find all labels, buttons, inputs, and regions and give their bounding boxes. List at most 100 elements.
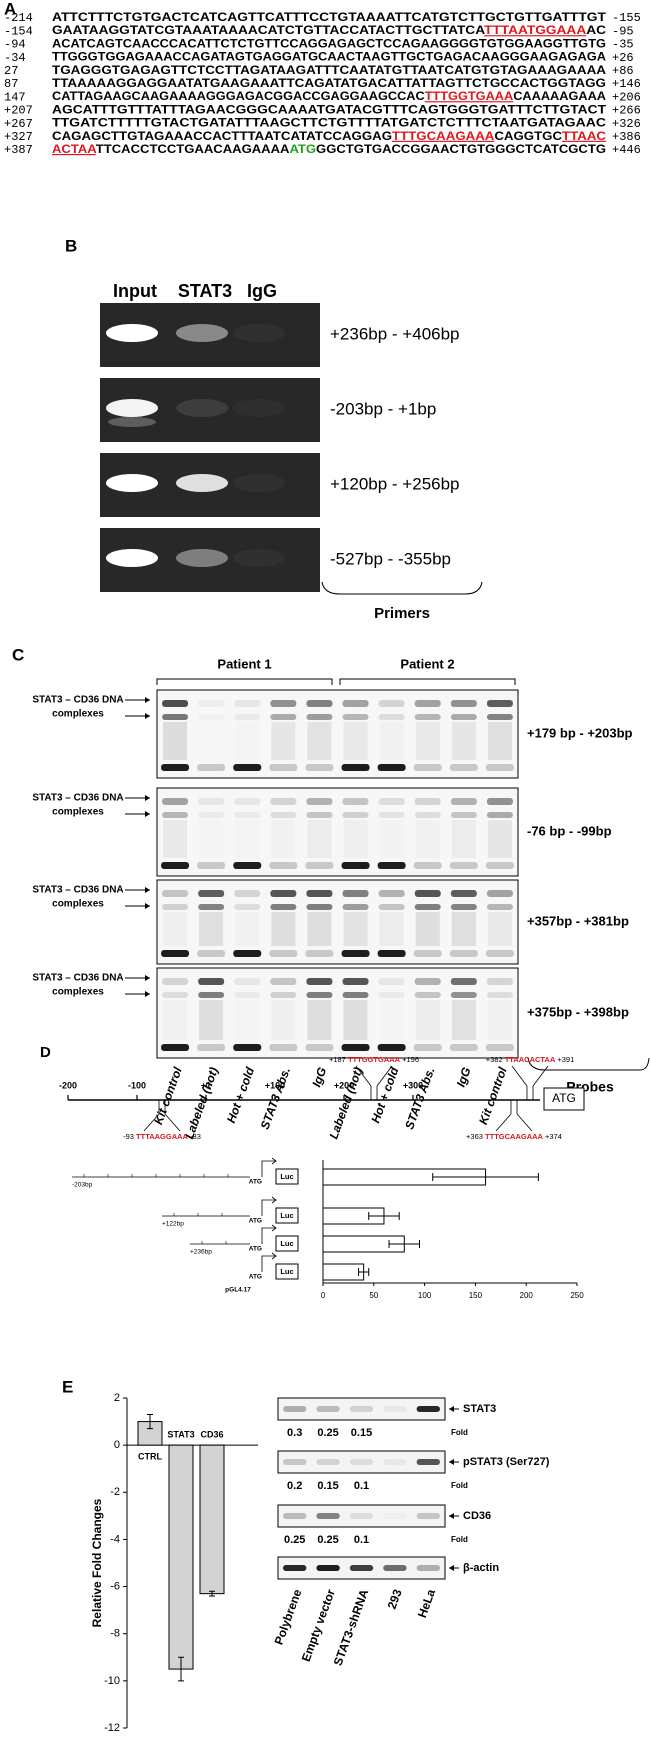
complex-band [270, 890, 297, 897]
complex-band [342, 978, 369, 985]
arrow-head [145, 713, 150, 719]
complex-label: complexes [52, 709, 104, 720]
arrow-head [449, 1406, 454, 1412]
position-start: 147 [4, 90, 26, 104]
position-start: -154 [4, 24, 33, 38]
blot [156, 787, 519, 877]
complex-band [234, 714, 261, 720]
atg-label: ATG [249, 1274, 262, 1281]
column-label: IgG [247, 281, 277, 301]
protein-band [316, 1406, 340, 1412]
sequence: TTAAAAAGGAGGAATATGAAGAAATTCAGATATGACATTA… [52, 78, 606, 90]
binding-motif: TTTGGTGAAA [425, 91, 514, 103]
bar [168, 1444, 194, 1670]
protein-band [383, 1565, 407, 1571]
sequence-segment: TTGGGTGGAGAAACCAGATAGTGAGGATGCAACTAAGTTG… [52, 52, 606, 64]
binding-motif: TTAAC [562, 131, 606, 143]
column-label: STAT3 [178, 281, 232, 301]
smear [343, 820, 368, 858]
lane-label: Hot + cold [368, 1065, 401, 1125]
complex-band [450, 812, 477, 818]
start-codon: ATG [289, 144, 316, 156]
map-tick-label: -200 [59, 1080, 77, 1090]
complex-band [414, 812, 441, 818]
position-start: -34 [4, 51, 26, 65]
sequence: TTGATCTTTTTGTACTGATATTTAAGCTTCTGTTTTATGA… [52, 118, 606, 130]
x-tick-label: 50 [369, 1291, 378, 1300]
fold-value: 0.25 [317, 1534, 338, 1546]
complex-band [486, 978, 513, 985]
band [233, 549, 285, 567]
site-start: +382 [486, 1055, 503, 1064]
free-probe [197, 764, 226, 771]
site-end: +391 [557, 1055, 574, 1064]
free-probe [269, 1044, 298, 1051]
position-start: -94 [4, 38, 26, 52]
position-end: +386 [612, 130, 641, 144]
band [176, 324, 228, 342]
position-end: -155 [612, 11, 641, 25]
position-start: 87 [4, 77, 18, 91]
site-label: -93 TTTAAGGAAA -83 [123, 1132, 201, 1141]
group-label: Patient 2 [400, 656, 454, 671]
arrow-head [145, 887, 150, 893]
error-bar [209, 1590, 215, 1597]
complex-band [306, 798, 333, 805]
smear [379, 912, 404, 946]
position-end: +206 [612, 90, 641, 104]
y-tick-label: -6 [110, 1580, 120, 1592]
complex-band [198, 904, 225, 910]
bracket-label: Primers [374, 605, 430, 622]
binding-motif: ACTAA [52, 144, 96, 156]
lane-label: 293 [385, 1587, 405, 1611]
complex-label: STAT3 – CD36 DNA [32, 793, 123, 804]
complex-band [342, 798, 369, 805]
category-label: CTRL [138, 1452, 162, 1462]
free-probe [449, 862, 478, 869]
smear [451, 722, 476, 760]
free-probe [197, 1044, 226, 1051]
category-label: STAT3 [167, 1430, 194, 1440]
free-probe [413, 1044, 442, 1051]
smear [271, 1000, 296, 1040]
x-tick-label: 0 [321, 1291, 326, 1300]
free-probe [233, 1044, 262, 1051]
protein-band [349, 1513, 374, 1519]
complex-band [234, 992, 261, 998]
construct-label: pGL4.17 [225, 1287, 251, 1294]
smear [235, 912, 259, 946]
reporter-label: Luc [280, 1172, 293, 1181]
complex-band [198, 978, 225, 985]
complex-band [198, 700, 225, 707]
complex-band [342, 700, 369, 707]
complex-band [270, 798, 297, 805]
free-probe [233, 950, 262, 957]
complex-band [306, 700, 333, 707]
protein-band [349, 1565, 374, 1571]
free-probe [197, 862, 226, 869]
probe-label: +357bp - +381bp [527, 913, 629, 928]
site-motif: TTTAAGGAAA [136, 1132, 189, 1141]
fold-value: 0.1 [354, 1534, 369, 1546]
promoter-arrow [261, 1196, 277, 1216]
free-probe [377, 764, 406, 771]
smear [199, 912, 224, 946]
arrow-head [449, 1565, 454, 1571]
complex-band [306, 812, 333, 818]
arrow-head [145, 697, 150, 703]
smear [451, 1000, 476, 1040]
complex-band [162, 890, 189, 897]
band [176, 549, 228, 567]
complex-band [378, 992, 405, 998]
complex-band [414, 992, 441, 998]
primer-label: -203bp - +1bp [330, 399, 436, 418]
lane-label: Hot + cold [224, 1065, 257, 1125]
fold-value: 0.25 [284, 1534, 305, 1546]
sequence-segment: CAGAGCTTGTAGAAACCACTTTAATCATATCCAGGAG [52, 131, 392, 143]
position-start: +267 [4, 117, 33, 131]
position-start: +327 [4, 130, 33, 144]
complex-band [234, 812, 261, 818]
lane-label: IgG [454, 1065, 474, 1089]
reporter-box [275, 1168, 299, 1185]
sequence-segment: TTAAAAAGGAGGAATATGAAGAAATTCAGATATGACATTA… [52, 78, 606, 90]
